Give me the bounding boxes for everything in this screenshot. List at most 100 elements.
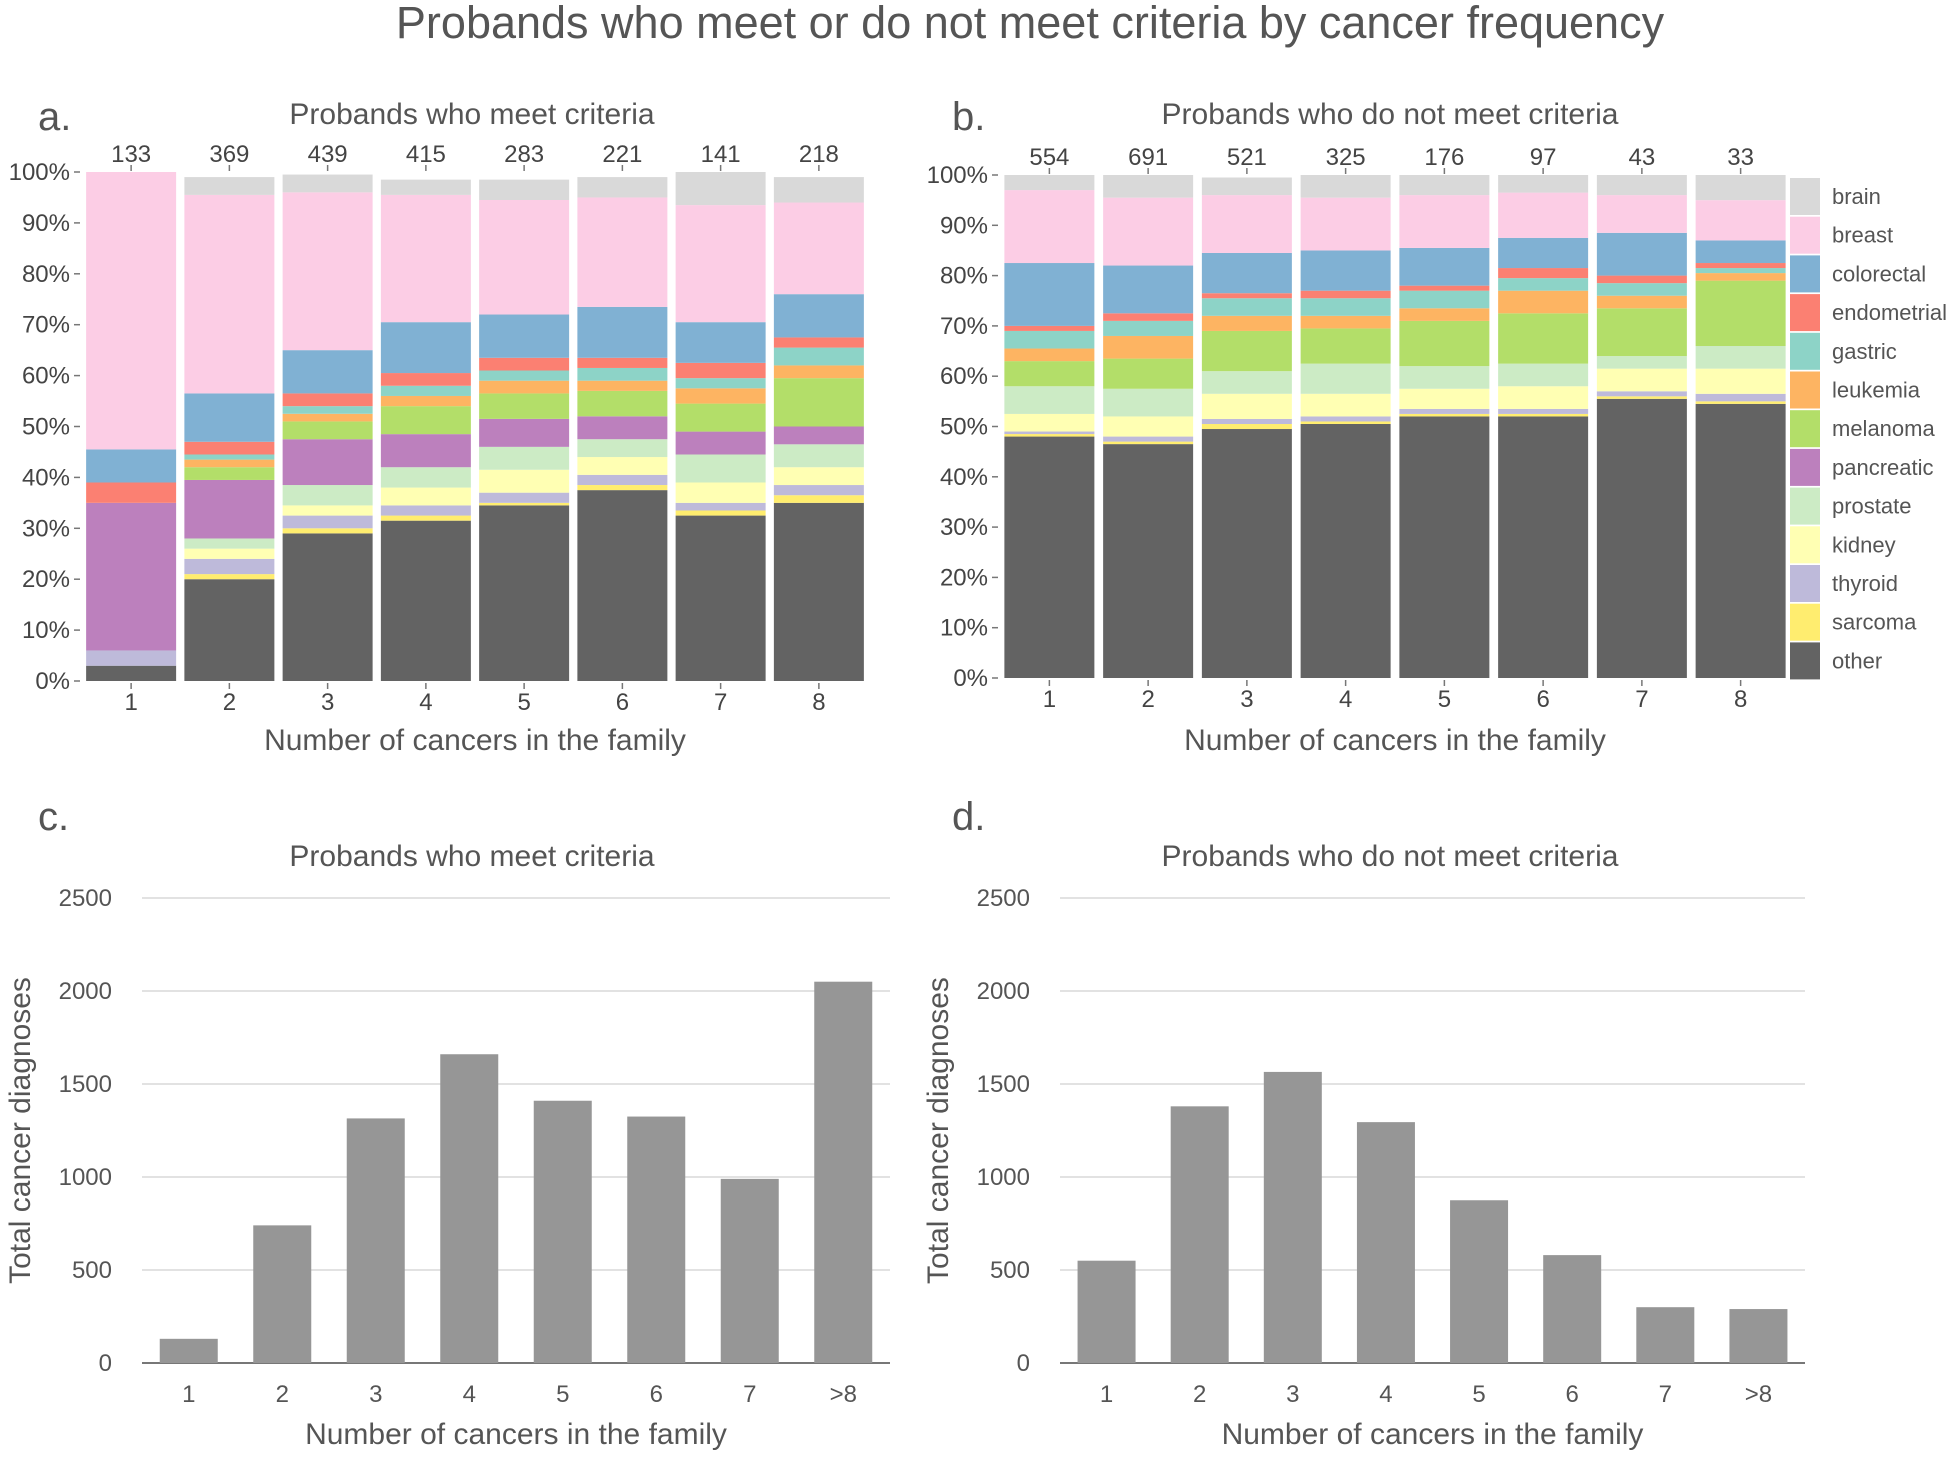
bar-segment-endometrial	[773, 337, 864, 348]
bar	[1263, 1071, 1322, 1363]
x-tick-label: 7	[743, 1381, 756, 1408]
bar-segment-thyroid	[86, 650, 177, 666]
legend-label-thyroid: thyroid	[1832, 571, 1898, 596]
bar-segment-endometrial	[1399, 285, 1490, 291]
bar-segment-kidney	[380, 487, 471, 506]
bar-segment-melanoma	[184, 467, 275, 480]
bar-segment-thyroid	[577, 474, 668, 486]
bar	[1543, 1255, 1602, 1363]
count-label: 325	[1326, 144, 1366, 171]
bar-segment-prostate	[184, 538, 275, 549]
panel-label: a.	[38, 95, 71, 139]
x-tick-label: 5	[517, 689, 530, 716]
bar-segment-other	[773, 502, 864, 681]
panel-title: Probands who do not meet criteria	[1162, 840, 1619, 873]
y-tick-label: 90%	[940, 212, 988, 239]
x-tick-label: 4	[1379, 1381, 1392, 1408]
y-tick-label: 50%	[22, 414, 70, 441]
bar	[346, 1118, 405, 1363]
bar-segment-other	[1498, 416, 1589, 678]
legend-label-colorectal: colorectal	[1832, 261, 1926, 286]
bar-segment-breast	[282, 192, 373, 351]
bar-segment-other	[380, 520, 471, 681]
bar-segment-gastric	[1004, 330, 1095, 349]
bar-segment-leukemia	[1399, 308, 1490, 321]
y-tick-label: 0%	[35, 668, 70, 695]
bar-segment-colorectal	[479, 314, 570, 358]
bar-segment-sarcoma	[1596, 396, 1687, 399]
bar-segment-melanoma	[1596, 308, 1687, 357]
bar-segment-brain	[675, 172, 766, 206]
bar-segment-sarcoma	[380, 515, 471, 521]
panel-title: Probands who meet criteria	[289, 840, 654, 873]
bar-segment-kidney	[773, 467, 864, 486]
y-tick-label: 1500	[977, 1071, 1030, 1098]
y-tick-label: 1500	[59, 1071, 112, 1098]
panel-c: c. Probands who meet criteria 0 500 1000 1500…	[4, 795, 890, 1451]
bar-segment-melanoma	[577, 390, 668, 417]
bar-segment-kidney	[1695, 368, 1786, 394]
x-tick-label: 8	[812, 689, 825, 716]
bar-segment-prostate	[1103, 388, 1194, 417]
x-tick-label: 3	[321, 689, 334, 716]
bar-segment-gastric	[1596, 283, 1687, 296]
bar-segment-melanoma	[773, 378, 864, 427]
bar-segment-prostate	[282, 485, 373, 506]
legend-swatch-brain	[1790, 178, 1820, 215]
bar-segment-thyroid	[1695, 393, 1786, 402]
bar-segment-thyroid	[773, 485, 864, 496]
bar-segment-thyroid	[1399, 408, 1490, 414]
bar	[253, 1225, 312, 1363]
bar-segment-gastric	[675, 378, 766, 389]
x-tick-label: 6	[1536, 686, 1549, 713]
bar-segment-breast	[1201, 195, 1292, 253]
bar-segment-other	[1596, 398, 1687, 678]
bar-segment-other	[675, 515, 766, 681]
count-label: 43	[1629, 144, 1656, 171]
bar-segment-other	[282, 533, 373, 681]
count-label: 439	[308, 141, 348, 168]
bar-segment-prostate	[1596, 356, 1687, 369]
bar-segment-colorectal	[577, 306, 668, 358]
bar-segment-leukemia	[1103, 335, 1194, 359]
bar-segment-gastric	[479, 370, 570, 381]
bar-segment-melanoma	[1498, 313, 1589, 364]
y-tick-label: 2500	[59, 885, 112, 912]
bar-segment-brain	[1695, 175, 1786, 201]
bar-segment-breast	[1399, 195, 1490, 248]
bar-segment-thyroid	[1596, 391, 1687, 397]
count-label: 283	[504, 141, 544, 168]
panel-a: a. Probands who meet criteria 0% 10% 20% 30% 4…	[9, 95, 864, 757]
bar-segment-breast	[1004, 190, 1095, 264]
bar-segment-sarcoma	[1498, 413, 1589, 417]
bar-segment-endometrial	[577, 357, 668, 368]
x-tick-label: 1	[182, 1381, 195, 1408]
bar-segment-gastric	[1695, 268, 1786, 274]
y-tick-label: 2000	[977, 978, 1030, 1005]
panel-d: d. Probands who do not meet criteria 0 500 1…	[922, 795, 1805, 1451]
bar-segment-thyroid	[675, 502, 766, 511]
bar-segment-endometrial	[184, 441, 275, 455]
count-label: 141	[701, 141, 741, 168]
bar-segment-kidney	[1498, 386, 1589, 409]
y-tick-label: 2000	[59, 978, 112, 1005]
bar	[1450, 1200, 1509, 1363]
bar-segment-endometrial	[1695, 263, 1786, 269]
bar-segment-sarcoma	[479, 502, 570, 506]
bar-segment-endometrial	[282, 393, 373, 407]
bar-segment-brain	[282, 174, 373, 193]
y-axis-label: Total cancer diagnoses	[4, 977, 37, 1284]
legend-label-leukemia: leukemia	[1832, 378, 1921, 403]
panel-label: b.	[952, 95, 985, 139]
bar	[159, 1338, 218, 1363]
count-label: 133	[111, 141, 151, 168]
y-tick-label: 100%	[9, 159, 70, 186]
bar-segment-brain	[1300, 175, 1391, 198]
legend-swatch-endometrial	[1790, 294, 1820, 332]
bar-segment-melanoma	[1695, 280, 1786, 347]
bar-segment-kidney	[184, 548, 275, 559]
bar-segment-gastric	[380, 385, 471, 396]
bar-segment-breast	[773, 202, 864, 295]
bar-segment-colorectal	[1399, 247, 1490, 286]
